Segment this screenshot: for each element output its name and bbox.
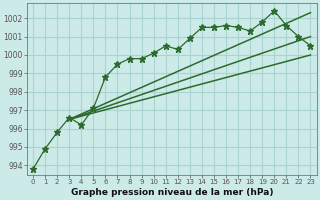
X-axis label: Graphe pression niveau de la mer (hPa): Graphe pression niveau de la mer (hPa) [70,188,273,197]
